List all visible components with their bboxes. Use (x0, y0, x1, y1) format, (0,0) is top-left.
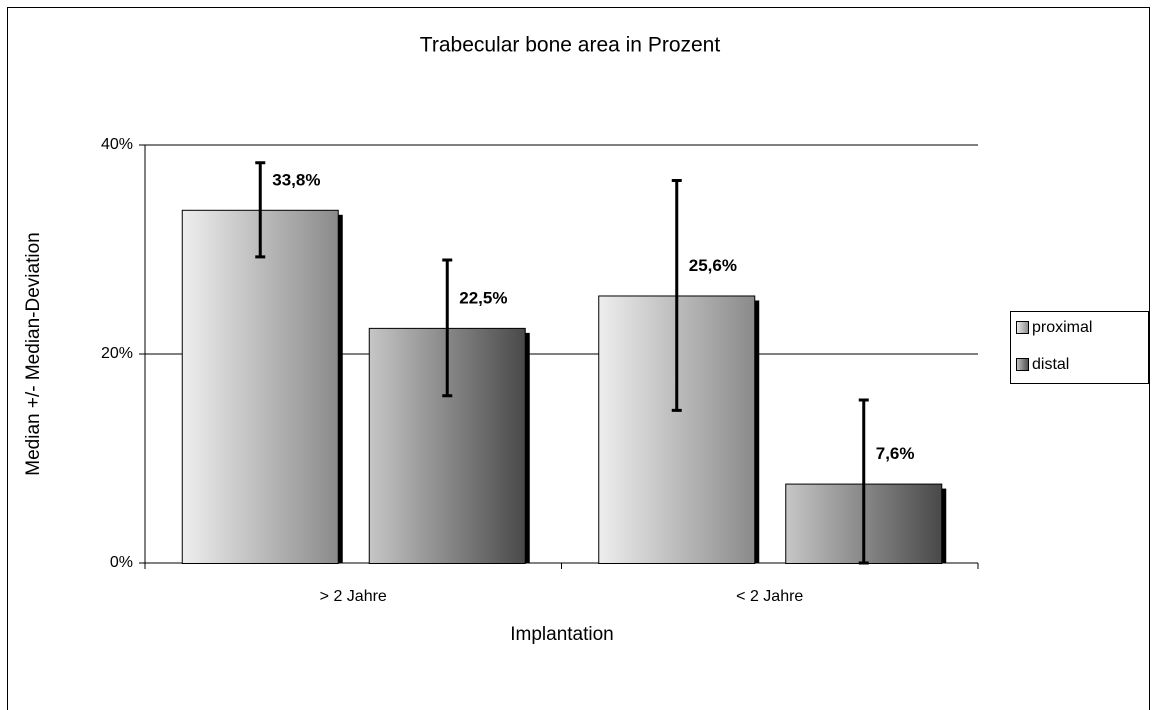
y-tick-label: 40% (101, 136, 133, 153)
bar (181, 209, 339, 564)
chart-title: Trabecular bone area in Prozent (420, 34, 721, 57)
data-label: 22,5% (459, 288, 507, 307)
y-tick-label: 0% (110, 554, 133, 571)
bar-shadow (337, 214, 343, 564)
legend-label: proximal (1032, 319, 1092, 336)
error-bar (858, 398, 869, 565)
bar-shadow (524, 332, 530, 563)
error-bar (442, 258, 453, 398)
legend-label: distal (1032, 356, 1069, 373)
bar-shadow (941, 488, 947, 563)
error-bar (255, 161, 266, 259)
data-label: 7,6% (876, 444, 915, 463)
data-label: 25,6% (689, 256, 737, 275)
x-axis-title: Implantation (510, 624, 614, 645)
data-label: 33,8% (272, 170, 320, 189)
legend-swatch (1016, 358, 1029, 371)
bar-shadow (754, 300, 760, 563)
y-tick-label: 20% (101, 345, 133, 362)
x-tick-label: < 2 Jahre (736, 588, 803, 605)
error-bar (671, 179, 682, 412)
x-tick-label: > 2 Jahre (320, 588, 387, 605)
y-axis-title: Median +/- Median-Deviation (23, 232, 44, 475)
legend-swatch (1016, 321, 1029, 334)
legend (1010, 311, 1149, 384)
chart-frame (7, 7, 1150, 710)
